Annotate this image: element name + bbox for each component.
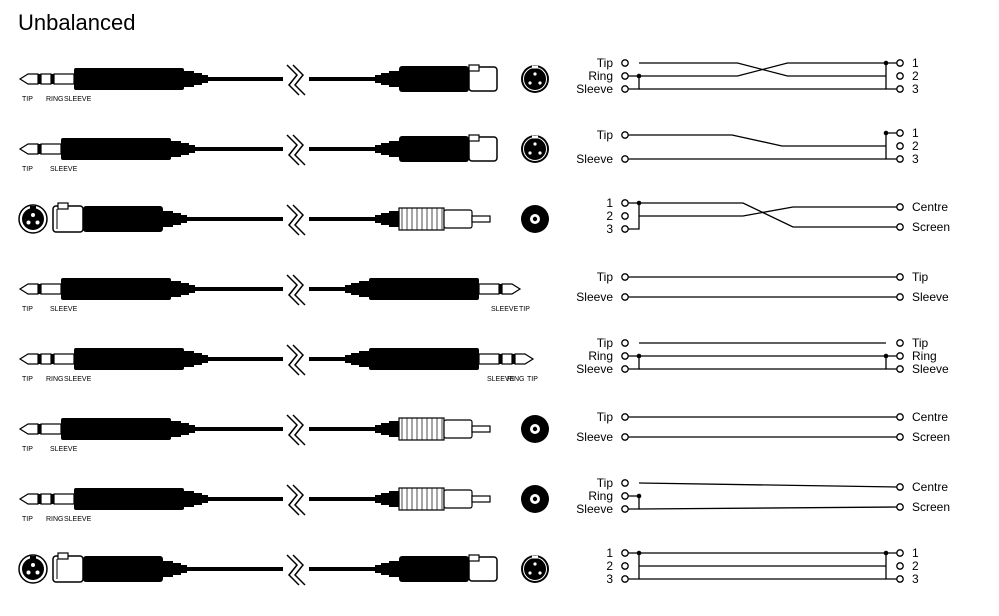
cable-row-0: TIP RINGSLEEVE TipRingSleeve 123 — [0, 55, 999, 103]
svg-text:1: 1 — [606, 546, 613, 560]
svg-text:TIP: TIP — [527, 376, 538, 383]
wiring-diagram: TipRingSleeve Centre Screen — [560, 475, 980, 523]
svg-text:Sleeve: Sleeve — [576, 502, 613, 516]
svg-text:TIP: TIP — [22, 376, 33, 383]
svg-text:SLEEVE: SLEEVE — [64, 376, 92, 383]
svg-text:Sleeve: Sleeve — [576, 82, 613, 96]
svg-text:SLEEVE: SLEEVE — [64, 96, 92, 103]
svg-text:Screen: Screen — [912, 220, 950, 234]
svg-text:1: 1 — [606, 196, 613, 210]
wiring-diagram: Tip Sleeve Centre Screen — [560, 405, 980, 453]
cable-illustration: TIP RINGSLEEVE — [15, 55, 555, 115]
svg-text:3: 3 — [912, 152, 919, 166]
svg-text:TIP: TIP — [22, 306, 33, 313]
svg-text:Sleeve: Sleeve — [912, 290, 949, 304]
svg-text:Centre: Centre — [912, 200, 948, 214]
svg-text:3: 3 — [912, 82, 919, 96]
page-title: Unbalanced — [18, 10, 135, 36]
cable-row-3: TIPSLEEVESLEEVETIPTipSleeveTipSleeve — [0, 265, 999, 313]
svg-text:Sleeve: Sleeve — [576, 430, 613, 444]
svg-text:Tip: Tip — [597, 270, 614, 284]
svg-text:3: 3 — [606, 222, 613, 236]
svg-text:3: 3 — [606, 572, 613, 586]
cable-row-7: 123123 — [0, 545, 999, 593]
cable-row-1: TIP SLEEVE Tip Sleeve 123 — [0, 125, 999, 173]
wiring-diagram: 123123 — [560, 545, 980, 593]
svg-text:2: 2 — [912, 559, 919, 573]
svg-text:RING: RING — [46, 376, 64, 383]
svg-text:SLEEVE: SLEEVE — [50, 306, 78, 313]
svg-text:SLEEVE: SLEEVE — [64, 516, 92, 523]
svg-text:2: 2 — [606, 209, 613, 223]
svg-text:Tip: Tip — [912, 336, 929, 350]
cable-diagram-page: { "title":"Unbalanced", "layout":{ "widt… — [0, 0, 999, 616]
svg-text:Sleeve: Sleeve — [576, 152, 613, 166]
svg-text:Sleeve: Sleeve — [576, 290, 613, 304]
svg-text:Tip: Tip — [597, 476, 614, 490]
svg-text:SLEEVE: SLEEVE — [50, 446, 78, 453]
svg-text:TIP: TIP — [22, 516, 33, 523]
wiring-diagram: Tip Sleeve Tip Sleeve — [560, 265, 980, 313]
svg-text:Tip: Tip — [912, 270, 929, 284]
cable-illustration: TIPSLEEVESLEEVETIP — [15, 265, 555, 325]
svg-text:SLEEVE: SLEEVE — [491, 306, 519, 313]
cable-row-2: 123 Centre Screen — [0, 195, 999, 243]
svg-text:TIP: TIP — [22, 166, 33, 173]
svg-text:Ring: Ring — [912, 349, 937, 363]
cable-illustration: TIP SLEEVE — [15, 405, 555, 465]
svg-text:Ring: Ring — [588, 69, 613, 83]
svg-text:RING: RING — [46, 516, 64, 523]
svg-text:2: 2 — [606, 559, 613, 573]
svg-text:1: 1 — [912, 56, 919, 70]
svg-text:TIP: TIP — [519, 306, 530, 313]
svg-text:Sleeve: Sleeve — [912, 362, 949, 376]
svg-text:Ring: Ring — [588, 349, 613, 363]
svg-text:3: 3 — [912, 572, 919, 586]
cable-row-5: TIP SLEEVE Tip Sleeve Centre Screen — [0, 405, 999, 453]
svg-text:RING: RING — [507, 376, 525, 383]
svg-text:2: 2 — [912, 69, 919, 83]
svg-text:TIP: TIP — [22, 446, 33, 453]
cable-illustration — [15, 195, 555, 255]
wiring-diagram: TipRingSleeve 123 — [560, 55, 980, 103]
svg-text:Sleeve: Sleeve — [576, 362, 613, 376]
svg-text:Tip: Tip — [597, 128, 614, 142]
cable-row-6: TIP RINGSLEEVE TipRingSleeve Centre Screen — [0, 475, 999, 523]
wiring-diagram: TipRingSleeveTipRingSleeve — [560, 335, 980, 383]
svg-text:Ring: Ring — [588, 489, 613, 503]
cable-illustration: TIP SLEEVE — [15, 125, 555, 185]
svg-text:2: 2 — [912, 139, 919, 153]
svg-text:Tip: Tip — [597, 410, 614, 424]
wiring-diagram: 123 Centre Screen — [560, 195, 980, 243]
svg-text:SLEEVE: SLEEVE — [50, 166, 78, 173]
svg-text:Tip: Tip — [597, 56, 614, 70]
svg-text:RING: RING — [46, 96, 64, 103]
svg-text:Screen: Screen — [912, 430, 950, 444]
svg-text:1: 1 — [912, 126, 919, 140]
svg-text:1: 1 — [912, 546, 919, 560]
svg-text:Tip: Tip — [597, 336, 614, 350]
svg-text:Screen: Screen — [912, 500, 950, 514]
cable-illustration — [15, 545, 555, 605]
svg-text:TIP: TIP — [22, 96, 33, 103]
cable-illustration: TIPRINGSLEEVESLEEVERINGTIP — [15, 335, 555, 395]
cable-row-4: TIPRINGSLEEVESLEEVERINGTIPTipRingSleeveT… — [0, 335, 999, 383]
cable-illustration: TIP RINGSLEEVE — [15, 475, 555, 535]
svg-text:Centre: Centre — [912, 480, 948, 494]
wiring-diagram: Tip Sleeve 123 — [560, 125, 980, 173]
svg-text:Centre: Centre — [912, 410, 948, 424]
